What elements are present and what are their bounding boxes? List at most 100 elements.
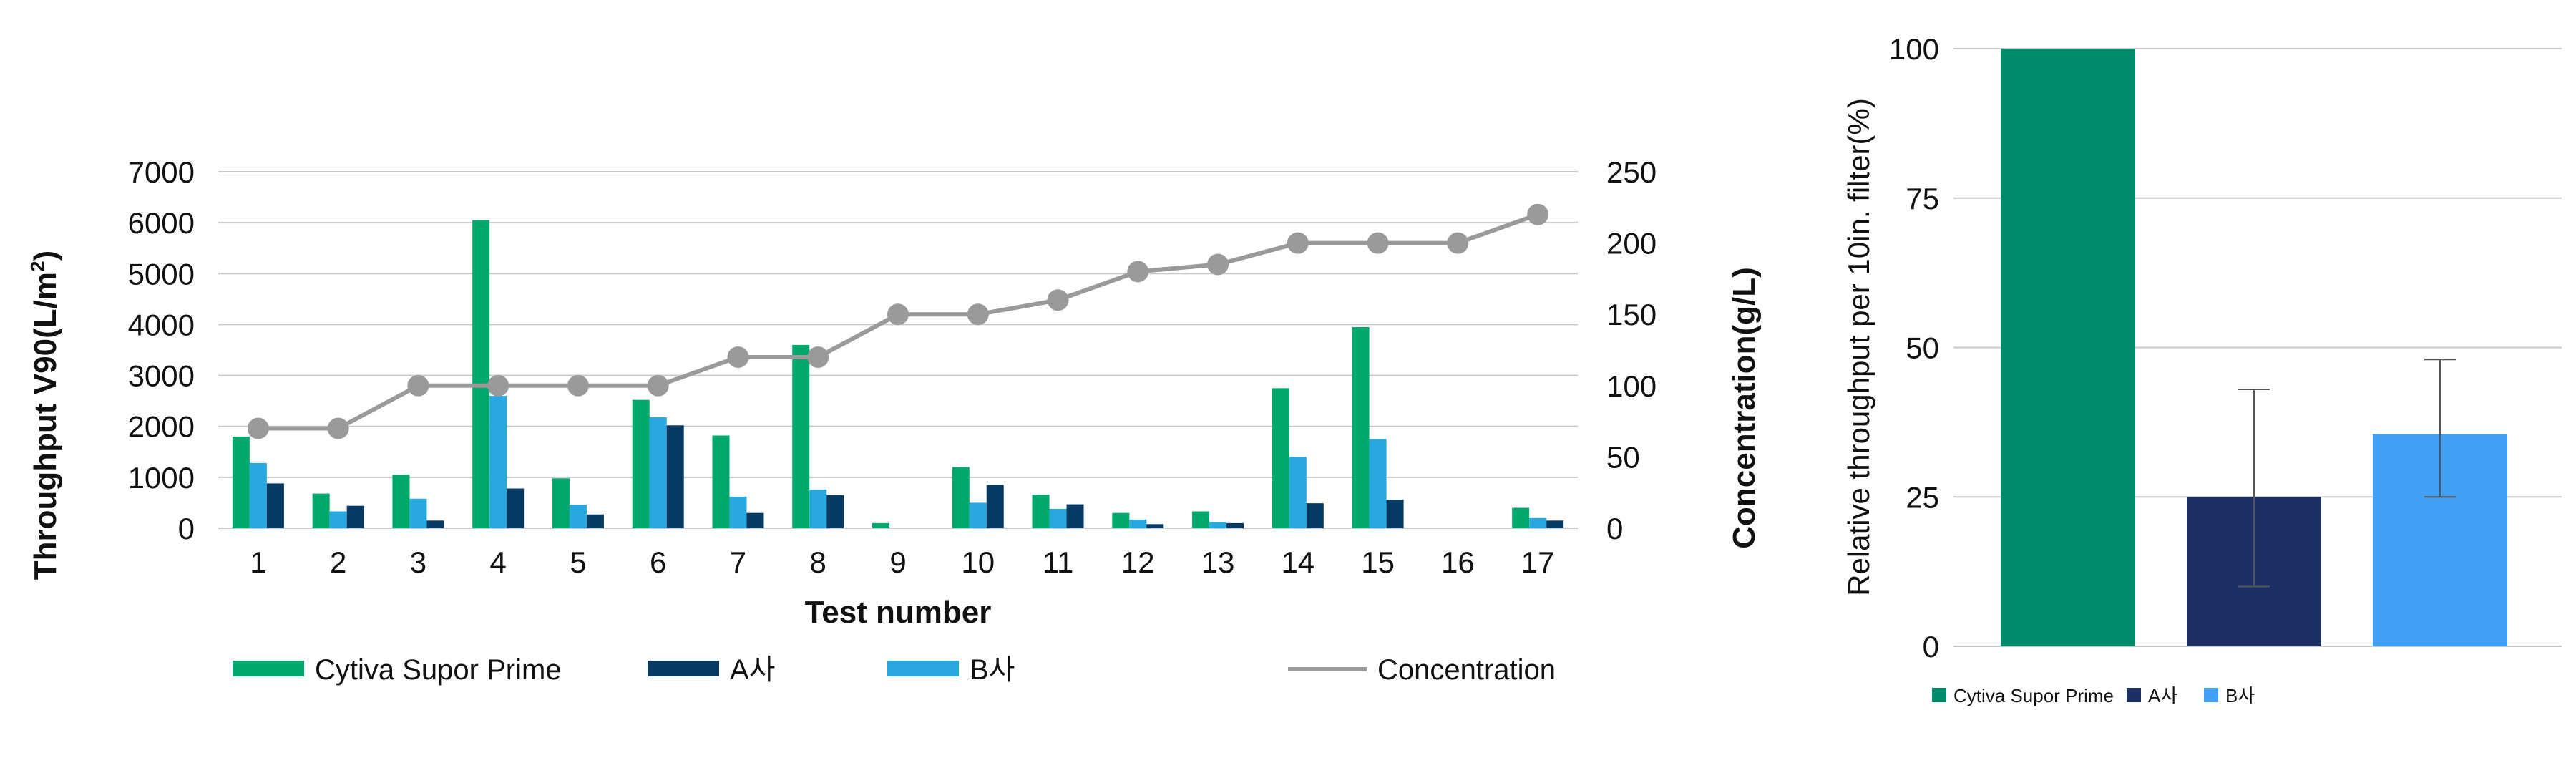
- relative-throughput-chart: 0 25 50 75 100 Relative throughput per 10in. …: [1842, 32, 2562, 706]
- concentration-point: [1367, 232, 1389, 254]
- bar-cytiva: [1112, 512, 1130, 528]
- y-tick-label: 7000: [128, 155, 195, 189]
- y2-tick-label: 0: [1606, 512, 1623, 545]
- bar-b: [1129, 519, 1147, 528]
- concentration-point: [887, 303, 909, 326]
- bar-a: [1306, 503, 1324, 528]
- y-tick-label: 2000: [128, 410, 195, 444]
- bar-a: [666, 425, 684, 528]
- bar-a: [1146, 524, 1164, 528]
- y-tick-label: 100: [1889, 32, 1939, 66]
- y-axis-title-main: Throughput V90(L/m: [28, 272, 63, 580]
- bar-cytiva: [1272, 388, 1289, 528]
- x-tick-label: 12: [1121, 545, 1155, 579]
- bar-b: [729, 496, 747, 528]
- bar-a: [266, 483, 284, 528]
- x-tick-label: 14: [1281, 545, 1314, 579]
- y-tick-label: 6000: [128, 206, 195, 240]
- bar-b: [1049, 508, 1067, 528]
- bar-a: [346, 505, 364, 528]
- x-tick-label: 15: [1361, 545, 1395, 579]
- concentration-point: [1207, 253, 1229, 276]
- concentration-point: [967, 303, 989, 326]
- bar-a: [826, 495, 844, 528]
- concentration-point: [327, 417, 349, 439]
- legend-label-b: B사: [970, 654, 1015, 686]
- legend-swatch-cytiva: [1932, 688, 1946, 702]
- y-tick-label: 0: [178, 512, 195, 545]
- legend-label-a: A사: [730, 654, 775, 686]
- bar-b: [249, 462, 267, 528]
- x-tick-label: 3: [410, 545, 426, 579]
- concentration-point: [407, 374, 429, 397]
- bar-cytiva: [1512, 507, 1530, 528]
- bar-b: [1209, 522, 1227, 528]
- bar-b: [1289, 457, 1307, 528]
- x-tick-label: 7: [730, 545, 746, 579]
- y-tick-label: 75: [1906, 182, 1939, 215]
- concentration-point: [567, 374, 589, 397]
- bar-cytiva: [792, 344, 810, 528]
- throughput-chart: 0 1000 2000 3000 4000 5000 6000 7000 0 50 100 150 20…: [26, 155, 1762, 686]
- concentration-point: [1047, 289, 1069, 311]
- x-tick-label: 10: [961, 545, 995, 579]
- bar-b: [569, 505, 587, 528]
- x-tick-label: 8: [810, 545, 826, 579]
- concentration-point: [1447, 232, 1469, 254]
- bar-a: [746, 512, 764, 528]
- legend-swatch-a: [2127, 688, 2141, 702]
- y-axis-title: Relative throughput per 10in. filter(%): [1842, 98, 1875, 596]
- concentration-point: [647, 374, 669, 397]
- x-tick-label: 17: [1521, 545, 1555, 579]
- legend-swatch-b: [887, 661, 959, 676]
- legend-label-b: B사: [2225, 685, 2255, 706]
- legend-swatch-a: [648, 661, 719, 676]
- y-axis-title-end: ): [28, 251, 63, 261]
- concentration-point: [727, 346, 749, 368]
- bar-cytiva: [632, 399, 650, 528]
- bar-a: [1546, 520, 1564, 528]
- x-tick-label: 2: [330, 545, 346, 579]
- bar-cytiva: [472, 220, 490, 528]
- bar-cytiva: [552, 478, 570, 528]
- bar-cytiva: [232, 436, 250, 528]
- concentration-point: [1127, 261, 1149, 283]
- bar-a: [1066, 504, 1084, 528]
- y-tick-label: 4000: [128, 308, 195, 341]
- bar-b: [489, 396, 507, 528]
- x-tick-label: 11: [1043, 545, 1074, 579]
- x-tick-label: 1: [250, 545, 266, 579]
- y2-tick-label: 50: [1606, 440, 1640, 474]
- bar-a: [986, 485, 1004, 528]
- bar-cytiva: [1352, 326, 1370, 528]
- bar-cytiva: [312, 493, 330, 528]
- x-tick-label: 9: [889, 545, 906, 579]
- y-axis-title: Throughput V90(L/m2): [26, 251, 63, 580]
- bar-b: [1529, 517, 1547, 528]
- bar-cytiva: [872, 522, 889, 528]
- x-tick-label: 5: [570, 545, 586, 579]
- bar-cytiva: [392, 475, 410, 528]
- legend-label-concentration: Concentration: [1377, 654, 1556, 686]
- y-axis-title-sup: 2: [26, 261, 49, 272]
- bar-cytiva: [1192, 511, 1210, 528]
- y-tick-label: 5000: [128, 257, 195, 291]
- bar-a: [426, 520, 444, 528]
- y-tick-label: 3000: [128, 359, 195, 393]
- bar-b: [409, 498, 427, 528]
- bar-cytiva: [2001, 49, 2135, 646]
- bar-b: [649, 417, 667, 528]
- x-axis-title: Test number: [805, 595, 992, 630]
- bar-b: [1369, 439, 1387, 528]
- bar-cytiva: [1032, 495, 1050, 528]
- bar-b: [809, 489, 827, 528]
- y2-tick-label: 100: [1606, 369, 1657, 403]
- legend-label-a: A사: [2148, 685, 2177, 706]
- y-tick-label: 50: [1906, 331, 1939, 365]
- concentration-point: [807, 346, 829, 368]
- bar-cytiva: [952, 467, 970, 528]
- y2-axis-title: Concentration(g/L): [1727, 267, 1762, 549]
- y-tick-label: 25: [1906, 480, 1939, 514]
